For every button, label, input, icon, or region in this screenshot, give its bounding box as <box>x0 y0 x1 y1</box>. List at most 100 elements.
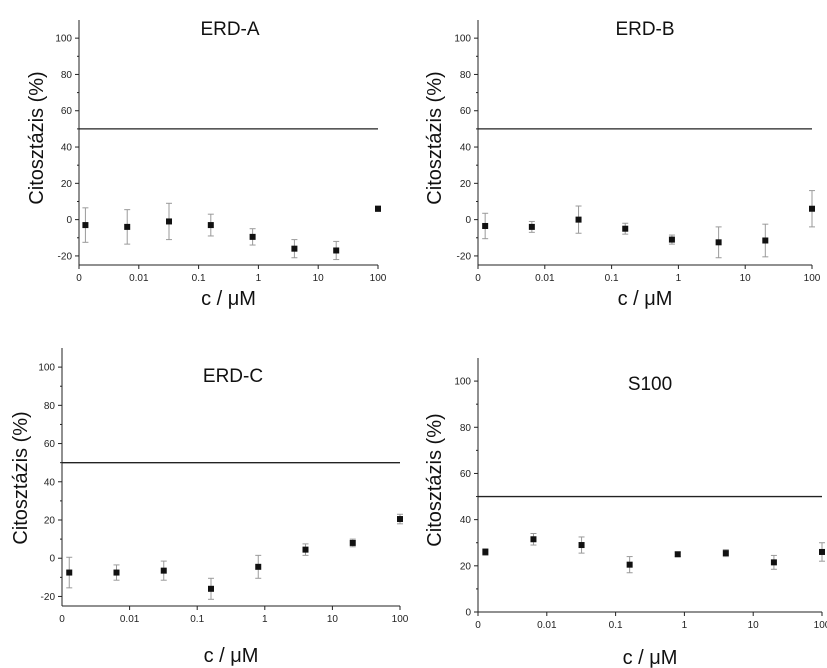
x-tick-label: 1 <box>676 273 682 284</box>
chart-panel-s100: 0 20 40 60 80 100 0 0.01 0.1 1 10 100 S100 c / μM Cito… <box>424 358 827 668</box>
data-point <box>482 222 489 229</box>
y-tick-label: 100 <box>454 377 471 388</box>
x-axis-title: c / μM <box>618 288 673 310</box>
data-point <box>722 550 729 557</box>
y-axis-title: Citosztázis (%) <box>10 411 32 544</box>
y-tick-label: 60 <box>460 469 472 480</box>
x-tick-label: 100 <box>392 614 409 625</box>
y-tick-label: 100 <box>454 34 471 45</box>
y-tick-label: 100 <box>38 363 55 374</box>
data-point <box>668 236 675 243</box>
y-tick-label: 20 <box>44 516 56 527</box>
x-axis-title: c / μM <box>201 288 256 310</box>
x-tick-label: 0.01 <box>537 620 557 631</box>
y-tick-label: 60 <box>460 106 472 117</box>
panel-title: ERD-C <box>203 366 263 387</box>
data-point <box>674 551 681 558</box>
y-tick-label: 0 <box>465 215 471 226</box>
data-point <box>762 237 769 244</box>
data-point <box>66 569 73 576</box>
data-point <box>770 559 777 566</box>
x-tick-label: 0.1 <box>609 620 623 631</box>
y-tick-label: 20 <box>61 179 73 190</box>
data-point <box>809 205 815 212</box>
y-tick-label: 0 <box>465 608 471 619</box>
y-tick-label: 60 <box>61 106 73 117</box>
y-tick-label: 100 <box>55 34 72 45</box>
data-point <box>291 245 298 252</box>
data-point <box>302 546 309 553</box>
data-point <box>166 218 173 225</box>
data-point <box>207 222 214 229</box>
x-axis-title: c / μM <box>204 645 259 667</box>
data-point <box>530 536 537 543</box>
x-tick-label: 0 <box>59 614 65 625</box>
data-point <box>715 239 722 246</box>
x-tick-label: 100 <box>804 273 821 284</box>
y-tick-label: 0 <box>66 215 72 226</box>
x-tick-label: 0.01 <box>535 273 555 284</box>
y-tick-label: -20 <box>457 251 472 262</box>
x-tick-label: 1 <box>262 614 268 625</box>
y-tick-label: 80 <box>460 423 472 434</box>
y-tick-label: 40 <box>61 143 73 154</box>
panel-title: ERD-A <box>200 19 259 40</box>
x-tick-label: 1 <box>682 620 688 631</box>
y-tick-label: 60 <box>44 439 56 450</box>
data-point <box>333 247 340 254</box>
y-tick-label: 0 <box>49 554 55 565</box>
data-point <box>626 561 633 568</box>
x-tick-label: 100 <box>370 273 387 284</box>
y-axis-title: Citosztázis (%) <box>424 71 446 204</box>
data-point <box>819 548 825 555</box>
y-tick-label: -20 <box>41 592 56 603</box>
x-tick-label: 0.01 <box>129 273 149 284</box>
y-tick-label: 20 <box>460 179 472 190</box>
y-tick-label: -20 <box>58 251 73 262</box>
data-point <box>482 548 489 555</box>
y-axis-title: Citosztázis (%) <box>26 71 48 204</box>
data-point <box>528 223 535 230</box>
x-tick-label: 0.01 <box>120 614 140 625</box>
data-point <box>622 225 629 232</box>
data-point <box>249 233 256 240</box>
x-tick-label: 0 <box>76 273 82 284</box>
y-tick-label: 40 <box>44 477 56 488</box>
panel-title: S100 <box>628 374 672 395</box>
y-axis-title: Citosztázis (%) <box>424 413 446 546</box>
panel-title: ERD-B <box>615 19 674 40</box>
data-point <box>207 585 214 592</box>
data-point <box>397 516 403 523</box>
x-tick-label: 1 <box>256 273 262 284</box>
y-tick-label: 80 <box>61 70 73 81</box>
x-tick-label: 0.1 <box>192 273 206 284</box>
y-tick-label: 80 <box>44 401 56 412</box>
y-tick-label: 40 <box>460 143 472 154</box>
x-tick-label: 100 <box>814 620 827 631</box>
x-tick-label: 10 <box>748 620 760 631</box>
data-point <box>375 205 381 212</box>
y-tick-label: 20 <box>460 561 472 572</box>
data-point <box>349 539 356 546</box>
data-point <box>160 567 167 574</box>
y-tick-label: 80 <box>460 70 472 81</box>
x-tick-label: 10 <box>313 273 325 284</box>
data-point <box>575 216 582 223</box>
data-point <box>82 222 89 229</box>
y-tick-label: 40 <box>460 515 472 526</box>
x-tick-label: 0 <box>475 273 481 284</box>
x-tick-label: 0.1 <box>190 614 204 625</box>
data-point <box>578 542 585 549</box>
x-tick-label: 0.1 <box>605 273 619 284</box>
x-tick-label: 10 <box>327 614 339 625</box>
data-point <box>113 569 120 576</box>
x-axis-title: c / μM <box>623 647 678 668</box>
x-tick-label: 0 <box>475 620 481 631</box>
data-point <box>124 223 131 230</box>
data-point <box>255 563 262 570</box>
x-tick-label: 10 <box>740 273 752 284</box>
